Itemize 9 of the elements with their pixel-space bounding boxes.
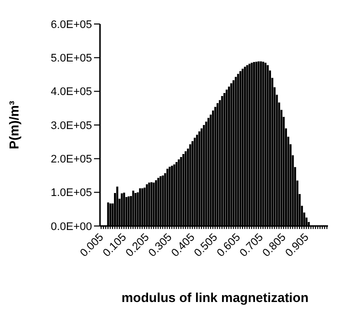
y-tick-label: 3.0E+05 [50,120,92,132]
y-tick-label: 2.0E+05 [50,154,92,166]
y-tick-label: 6.0E+05 [50,18,92,31]
y-tick-label: 5.0E+05 [50,52,92,65]
y-tick-label: 1.0E+05 [50,187,92,200]
y-tick-label: 0.0E+00 [50,220,92,233]
x-axis-title: modulus of link magnetization [120,290,310,305]
y-axis-title: P(m)/m³ [6,100,22,150]
y-tick-label: 4.0E+05 [50,86,92,98]
